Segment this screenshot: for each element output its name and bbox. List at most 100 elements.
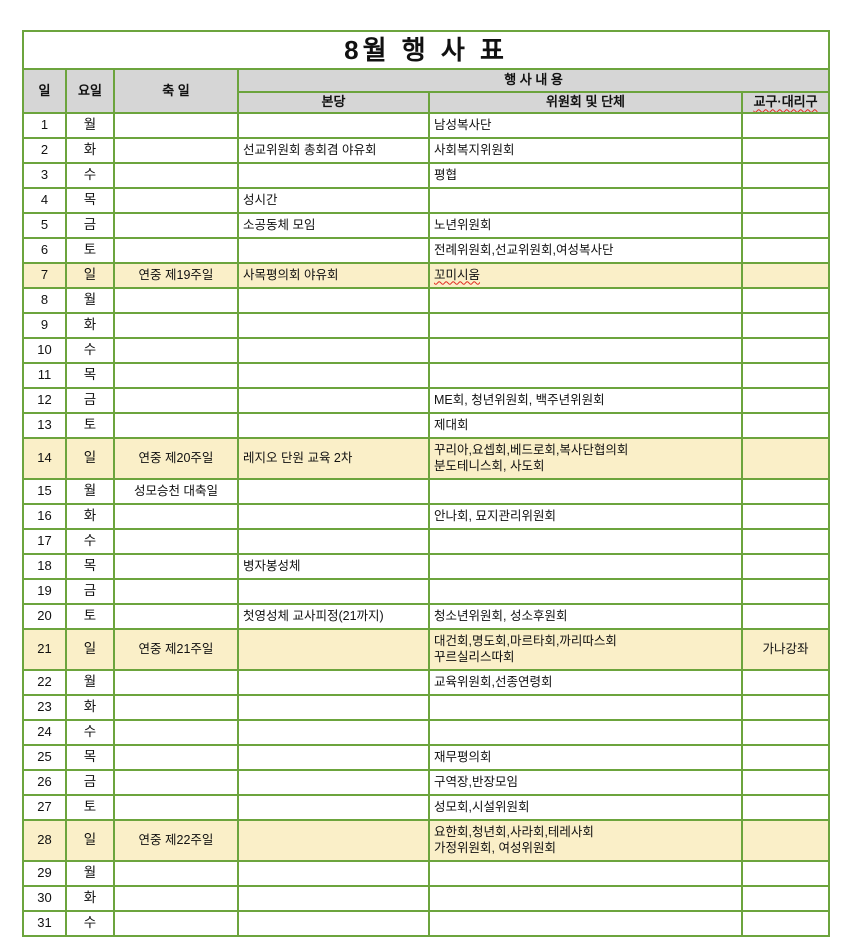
weekday-cell: 수 <box>65 337 115 364</box>
committee-cell: 제대회 <box>428 412 743 439</box>
parish-cell <box>237 287 430 314</box>
weekday-cell: 월 <box>65 669 115 696</box>
col-header-diocese: 교구·대리구 <box>740 91 831 114</box>
feast-cell <box>113 669 239 696</box>
col-header-feast: 축 일 <box>113 68 239 114</box>
feast-cell <box>113 237 239 264</box>
parish-cell: 사목평의회 야유회 <box>237 262 430 289</box>
parish-cell <box>237 885 430 912</box>
weekday-cell: 토 <box>65 412 115 439</box>
day-cell: 28 <box>22 819 67 862</box>
committee-cell <box>428 860 743 887</box>
parish-cell <box>237 578 430 605</box>
table-row: 7 일 연중 제19주일 사목평의회 야유회 꼬미시움 <box>22 262 831 289</box>
day-cell: 11 <box>22 362 67 389</box>
committee-cell <box>428 694 743 721</box>
feast-cell: 연중 제22주일 <box>113 819 239 862</box>
committee-cell: 대건회,명도회,마르타회,까리따스회 꾸르실리스따회 <box>428 628 743 671</box>
table-row: 15 월 성모승천 대축일 <box>22 478 831 505</box>
parish-cell <box>237 694 430 721</box>
diocese-cell <box>740 237 831 264</box>
feast-cell <box>113 362 239 389</box>
col-header-day: 일 <box>22 68 67 114</box>
day-cell: 9 <box>22 312 67 339</box>
diocese-cell <box>740 312 831 339</box>
table-row: 19 금 <box>22 578 831 605</box>
weekday-cell: 토 <box>65 794 115 821</box>
committee-cell: 재무평의회 <box>428 744 743 771</box>
table-row: 24 수 <box>22 719 831 746</box>
table-row: 26 금 구역장,반장모임 <box>22 769 831 796</box>
weekday-cell: 일 <box>65 819 115 862</box>
day-cell: 2 <box>22 137 67 164</box>
day-cell: 7 <box>22 262 67 289</box>
table-row: 28 일 연중 제22주일 요한회,청년회,사라회,테레사회 가정위원회, 여성… <box>22 819 831 862</box>
feast-cell <box>113 412 239 439</box>
committee-cell <box>428 362 743 389</box>
parish-cell <box>237 744 430 771</box>
parish-cell: 선교위원회 총회겸 야유회 <box>237 137 430 164</box>
day-cell: 20 <box>22 603 67 630</box>
table-row: 23 화 <box>22 694 831 721</box>
feast-cell <box>113 603 239 630</box>
diocese-cell <box>740 362 831 389</box>
diocese-cell <box>740 669 831 696</box>
table-row: 6 토 전례위원회,선교위원회,여성복사단 <box>22 237 831 264</box>
committee-cell: 전례위원회,선교위원회,여성복사단 <box>428 237 743 264</box>
parish-cell: 병자봉성체 <box>237 553 430 580</box>
committee-cell: 성모회,시설위원회 <box>428 794 743 821</box>
parish-cell: 성시간 <box>237 187 430 214</box>
weekday-cell: 금 <box>65 387 115 414</box>
table-row: 17 수 <box>22 528 831 555</box>
weekday-cell: 화 <box>65 503 115 530</box>
day-cell: 12 <box>22 387 67 414</box>
weekday-cell: 수 <box>65 528 115 555</box>
weekday-cell: 목 <box>65 744 115 771</box>
committee-cell: 교육위원회,선종연령회 <box>428 669 743 696</box>
table-row: 22 월 교육위원회,선종연령회 <box>22 669 831 696</box>
feast-cell <box>113 162 239 189</box>
weekday-cell: 화 <box>65 137 115 164</box>
feast-cell <box>113 860 239 887</box>
weekday-cell: 월 <box>65 860 115 887</box>
committee-cell: 꾸리아,요셉회,베드로회,복사단협의회 분도테니스회, 사도회 <box>428 437 743 480</box>
diocese-cell <box>740 478 831 505</box>
feast-cell <box>113 553 239 580</box>
page-title: 8월 행 사 표 <box>21 30 831 70</box>
diocese-cell <box>740 162 831 189</box>
feast-cell <box>113 578 239 605</box>
diocese-cell <box>740 769 831 796</box>
table-row: 21 일 연중 제21주일 대건회,명도회,마르타회,까리따스회 꾸르실리스따회… <box>22 628 831 671</box>
parish-cell <box>237 910 430 937</box>
parish-cell <box>237 162 430 189</box>
weekday-cell: 토 <box>65 237 115 264</box>
weekday-cell: 금 <box>65 212 115 239</box>
committee-cell: 청소년위원회, 성소후원회 <box>428 603 743 630</box>
committee-cell <box>428 553 743 580</box>
col-header-committee: 위원회 및 단체 <box>428 91 743 114</box>
committee-cell <box>428 478 743 505</box>
committee-cell: 남성복사단 <box>428 112 743 139</box>
august-schedule-table: 8월 행 사 표 일 요일 축 일 행 사 내 용 본당 위원회 및 단체 교구… <box>21 30 831 937</box>
weekday-cell: 화 <box>65 312 115 339</box>
weekday-cell: 일 <box>65 437 115 480</box>
day-cell: 31 <box>22 910 67 937</box>
feast-cell <box>113 137 239 164</box>
diocese-cell <box>740 337 831 364</box>
committee-cell <box>428 528 743 555</box>
committee-cell <box>428 287 743 314</box>
day-cell: 6 <box>22 237 67 264</box>
parish-cell <box>237 337 430 364</box>
parish-cell <box>237 769 430 796</box>
weekday-cell: 수 <box>65 162 115 189</box>
diocese-cell <box>740 553 831 580</box>
day-cell: 10 <box>22 337 67 364</box>
diocese-cell <box>740 112 831 139</box>
committee-cell: 평협 <box>428 162 743 189</box>
feast-cell: 연중 제19주일 <box>113 262 239 289</box>
feast-cell <box>113 287 239 314</box>
diocese-cell <box>740 694 831 721</box>
table-row: 12 금 ME회, 청년위원회, 백주년위원회 <box>22 387 831 414</box>
day-cell: 29 <box>22 860 67 887</box>
